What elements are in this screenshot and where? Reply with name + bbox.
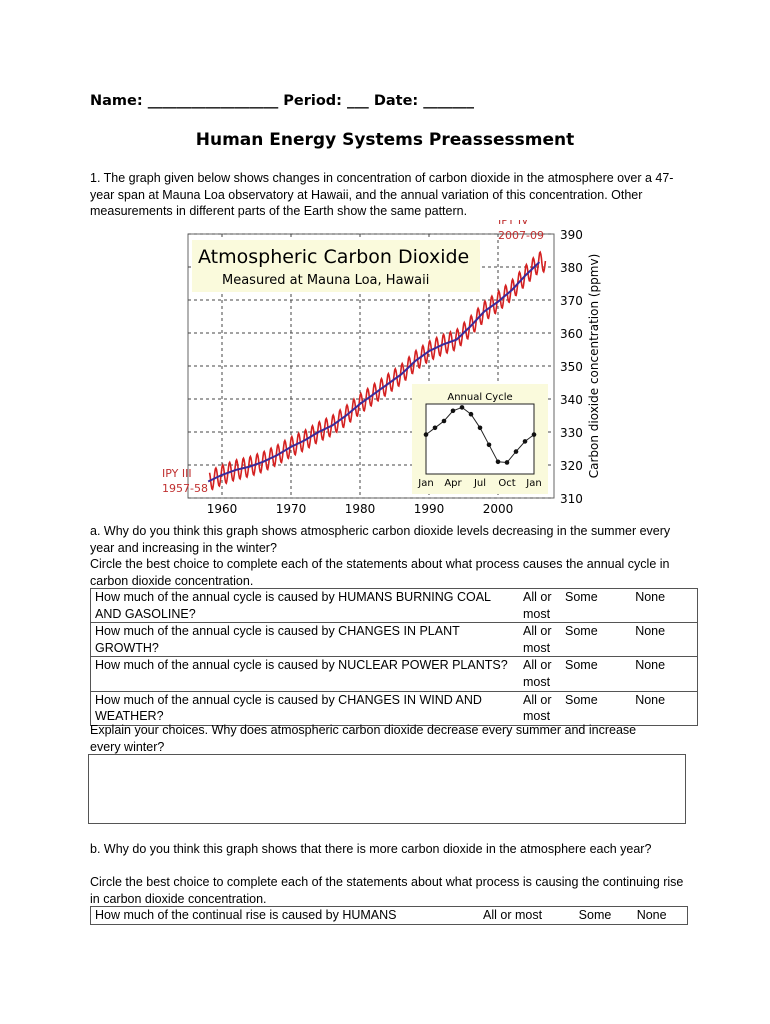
annual-cycle-point <box>477 425 483 431</box>
x-tick-label: 1970 <box>276 502 307 516</box>
name-period-date-line: Name: __________________ Period: ___ Dat… <box>90 93 475 109</box>
inset-plot <box>425 403 535 475</box>
question-b-instructions: Circle the best choice to complete each … <box>90 875 684 906</box>
chart-subtitle: Measured at Mauna Loa, Hawaii <box>222 273 429 288</box>
question-text: How much of the annual cycle is caused b… <box>95 624 460 655</box>
choice-some[interactable]: Some <box>565 624 598 639</box>
ipy-years: 2007-09 <box>498 229 544 242</box>
x-tick-label: 1960 <box>207 502 238 516</box>
annual-mean-line <box>207 261 541 483</box>
y-tick-label: 390 <box>560 228 583 242</box>
question-a-table: How much of the annual cycle is caused b… <box>90 588 698 726</box>
choice-all-or-most[interactable]: All or most <box>483 908 543 922</box>
x-tick-label: 1990 <box>414 502 445 516</box>
x-tick-label: 2000 <box>483 502 514 516</box>
question-b-prompt: b. Why do you think this graph shows tha… <box>90 842 652 856</box>
y-tick-label: 370 <box>560 294 583 308</box>
inset-x-tick: Jan <box>417 478 433 489</box>
question-text: How much of the annual cycle is caused b… <box>95 658 508 673</box>
page-title: Human Energy Systems Preassessment <box>195 130 575 150</box>
annual-cycle-point <box>432 425 438 431</box>
chart-title: Atmospheric Carbon Dioxide <box>198 246 469 268</box>
y-axis-label: Carbon dioxide concentration (ppmv) <box>587 254 601 479</box>
y-tick-label: 360 <box>560 327 583 341</box>
inset-x-tick: Apr <box>444 478 462 489</box>
annual-cycle-point <box>441 418 447 424</box>
annual-cycle-point <box>495 459 501 465</box>
choice-some[interactable]: Some <box>578 908 612 922</box>
choice-row: How much of the annual cycle is caused b… <box>90 656 698 692</box>
monthly-co2-line <box>208 250 547 491</box>
title-box <box>192 240 480 292</box>
ipy-label: IPY IV <box>498 220 529 227</box>
choice-all-or-most[interactable]: All or most <box>523 590 552 621</box>
y-tick-label: 380 <box>560 261 583 275</box>
question-text: How much of the annual cycle is caused b… <box>95 692 482 724</box>
annual-cycle-point <box>513 449 519 454</box>
annual-cycle-point <box>423 432 429 437</box>
choice-row: How much of the annual cycle is caused b… <box>90 691 698 726</box>
inset-title: Annual Cycle <box>447 392 512 403</box>
inset-x-tick: Jul <box>473 478 486 489</box>
choice-some[interactable]: Some <box>565 590 598 604</box>
choice-row: How much of the annual cycle is caused b… <box>90 622 698 657</box>
question-a-instructions: Circle the best choice to complete each … <box>90 557 670 588</box>
choice-row: How much of the annual cycle is caused b… <box>90 588 698 623</box>
annual-cycle-point <box>450 408 456 414</box>
choice-some[interactable]: Some <box>565 658 598 673</box>
choice-all-or-most[interactable]: All or most <box>523 624 552 655</box>
choice-none[interactable]: None <box>636 908 667 922</box>
annual-cycle-point <box>522 439 528 444</box>
question-text: How much of the annual cycle is caused b… <box>95 590 491 621</box>
question-b-table: How much of the continual rise is caused… <box>90 906 688 925</box>
question-1-intro: 1. The graph given below shows changes i… <box>90 171 674 219</box>
y-tick-label: 350 <box>560 360 583 374</box>
choice-all-or-most[interactable]: All or most <box>523 658 552 689</box>
x-tick-label: 1980 <box>345 502 376 516</box>
choice-none[interactable]: None <box>635 692 666 707</box>
choice-all-or-most[interactable]: All or most <box>523 692 552 724</box>
ipy-years: 1957-58 <box>162 482 208 495</box>
choice-some[interactable]: Some <box>565 692 598 707</box>
annual-cycle-point <box>468 411 474 417</box>
y-tick-label: 330 <box>560 426 583 440</box>
annual-cycle-point <box>459 405 465 410</box>
annual-cycle-point <box>531 432 537 437</box>
y-tick-label: 340 <box>560 393 583 407</box>
choice-none[interactable]: None <box>635 624 666 639</box>
explain-prompt: Explain your choices. Why does atmospher… <box>90 723 637 754</box>
choice-none[interactable]: None <box>635 590 666 604</box>
inset-x-tick: Jan <box>525 478 541 489</box>
choice-row: How much of the continual rise is caused… <box>90 906 688 925</box>
choice-none[interactable]: None <box>635 658 666 673</box>
inset-x-tick: Oct <box>498 478 515 489</box>
co2-chart: 310 320 330 340 350 360 370 380 390 1960 1970 1980 1… <box>162 220 601 516</box>
question-a-prompt: a. Why do you think this graph shows atm… <box>90 524 671 555</box>
annual-cycle-point <box>504 460 510 465</box>
question-text: How much of the continual rise is caused… <box>95 908 397 922</box>
annual-cycle-point <box>486 442 492 448</box>
explain-answer-box[interactable] <box>88 754 686 824</box>
y-tick-label: 320 <box>560 459 583 473</box>
y-tick-label: 310 <box>560 492 583 506</box>
ipy-label: IPY III <box>162 467 192 480</box>
